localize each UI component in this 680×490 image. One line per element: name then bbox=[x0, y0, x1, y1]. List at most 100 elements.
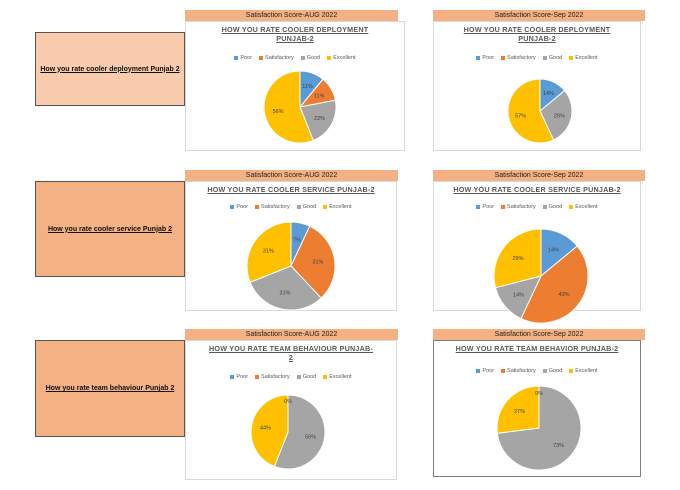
chart-header: Satisfaction Score-Sep 2022 bbox=[433, 329, 645, 340]
pie-chart: 14% 43% 14% 29% bbox=[493, 228, 589, 324]
legend-swatch bbox=[255, 375, 260, 379]
legend-item: Poor bbox=[476, 55, 494, 61]
legend-label: Satisfactory bbox=[507, 368, 536, 374]
chart-header: Satisfaction Score-AUG 2022 bbox=[185, 10, 398, 21]
legend-label: Excellent bbox=[329, 204, 352, 210]
pie-slice-satisfactory bbox=[290, 225, 336, 299]
chart-title: HOW YOU RATE COOLER SERVICE PUNJAB-2 bbox=[186, 185, 396, 194]
pie-data-label: 11% bbox=[314, 94, 325, 100]
chart-legend: Poor Satisfactory Good Excellent bbox=[186, 204, 396, 210]
legend-swatch bbox=[323, 205, 328, 209]
pie-chart: 56% 44% 0% bbox=[250, 394, 326, 470]
legend-swatch bbox=[569, 205, 574, 209]
pie-data-label: 43% bbox=[559, 292, 570, 298]
chart-title: HOW YOU RATE COOLER DEPLOYMENT PUNJAB-2 bbox=[186, 25, 404, 43]
legend-swatch bbox=[476, 56, 481, 60]
side-label-text: How you rate team behaviour Punjab 2 bbox=[45, 385, 175, 392]
pie-data-label: 29% bbox=[554, 113, 565, 119]
chart-legend: Poor Satisfactory Good Excellent bbox=[434, 368, 640, 374]
pie-zero-label: 0% bbox=[535, 391, 543, 397]
legend-item: Satisfactory bbox=[259, 55, 294, 61]
legend-item: Poor bbox=[230, 204, 248, 210]
pie-chart: 14% 29% 57% bbox=[507, 78, 573, 144]
legend-item: Excellent bbox=[323, 374, 352, 380]
pie-data-label: 31% bbox=[280, 291, 291, 297]
legend-label: Satisfactory bbox=[261, 204, 290, 210]
pie-slice-excellent bbox=[507, 78, 555, 144]
pie-slice-good bbox=[299, 99, 337, 142]
pie-data-label: 27% bbox=[514, 409, 525, 415]
pie-slice-good bbox=[273, 394, 326, 470]
legend-label: Excellent bbox=[575, 55, 598, 61]
legend-swatch bbox=[542, 369, 547, 373]
pie-data-label: 22% bbox=[314, 116, 325, 122]
pie-data-label: 56% bbox=[273, 109, 284, 115]
pie-data-label: 31% bbox=[312, 260, 323, 266]
legend-swatch bbox=[476, 369, 481, 373]
legend-item: Satisfactory bbox=[255, 204, 290, 210]
legend-swatch bbox=[542, 56, 547, 60]
legend-item: Poor bbox=[476, 368, 494, 374]
legend-label: Satisfactory bbox=[507, 55, 536, 61]
legend-swatch bbox=[569, 369, 574, 373]
pie-slice-good bbox=[249, 265, 322, 311]
legend-swatch bbox=[296, 375, 301, 379]
legend-label: Poor bbox=[482, 55, 495, 61]
legend-item: Satisfactory bbox=[255, 374, 290, 380]
legend-label: Good bbox=[548, 55, 563, 61]
legend-swatch bbox=[230, 375, 235, 379]
legend-label: Good bbox=[548, 368, 563, 374]
legend-item: Excellent bbox=[327, 55, 356, 61]
chart-header: Satisfaction Score-Sep 2022 bbox=[433, 170, 645, 181]
legend-label: Satisfactory bbox=[261, 374, 290, 380]
legend-swatch bbox=[501, 56, 506, 60]
chart-title: HOW YOU RATE TEAM BEHAVIOR PUNJAB-2 bbox=[434, 344, 640, 353]
chart-legend: Poor Satisfactory Good Excellent bbox=[434, 204, 640, 210]
side-label-service: How you rate cooler service Punjab 2 bbox=[35, 181, 185, 277]
side-label-deployment: How you rate cooler deployment Punjab 2 bbox=[35, 32, 185, 106]
chart-title-line: HOW YOU RATE COOLER DEPLOYMENT bbox=[463, 25, 611, 34]
legend-label: Good bbox=[548, 204, 563, 210]
chart-title-line: HOW YOU RATE COOLER SERVICE PUNJAB-2 bbox=[453, 185, 621, 194]
pie-data-label: 11% bbox=[302, 84, 313, 90]
legend-item: Good bbox=[296, 204, 316, 210]
pie-slice-excellent bbox=[250, 394, 289, 468]
chart-title-line: HOW YOU RATE COOLER SERVICE PUNJAB-2 bbox=[207, 185, 375, 194]
legend-label: Excellent bbox=[575, 204, 598, 210]
legend-swatch bbox=[255, 205, 260, 209]
chart-legend: Poor Satisfactory Good Excellent bbox=[434, 55, 640, 61]
legend-swatch bbox=[569, 56, 574, 60]
legend-swatch bbox=[259, 56, 264, 60]
chart-title: HOW YOU RATE TEAM BEHAVIOUR PUNJAB- 2 bbox=[186, 344, 396, 362]
pie-data-label: 29% bbox=[512, 256, 523, 262]
pie-data-label: 73% bbox=[553, 443, 564, 449]
legend-item: Excellent bbox=[569, 368, 598, 374]
chart-header: Satisfaction Score-AUG 2022 bbox=[185, 170, 398, 181]
legend-item: Excellent bbox=[569, 204, 598, 210]
legend-swatch bbox=[234, 56, 239, 60]
legend-label: Poor bbox=[236, 374, 249, 380]
pie-data-label: 56% bbox=[305, 434, 316, 440]
legend-label: Excellent bbox=[575, 368, 598, 374]
pie-slice-excellent bbox=[496, 385, 540, 434]
legend-swatch bbox=[501, 205, 506, 209]
side-label-text: How you rate cooler deployment Punjab 2 bbox=[40, 65, 180, 73]
legend-label: Poor bbox=[236, 204, 249, 210]
chart-title-line: HOW YOU RATE TEAM BEHAVIOR PUNJAB-2 bbox=[455, 344, 619, 353]
chart-title-line: HOW YOU RATE TEAM BEHAVIOUR PUNJAB- bbox=[209, 344, 373, 353]
chart-legend: Poor Satisfactory Good Excellent bbox=[186, 374, 396, 380]
legend-item: Satisfactory bbox=[501, 55, 536, 61]
pie-chart: 7% 31% 31% 31% bbox=[246, 221, 336, 311]
legend-item: Good bbox=[296, 374, 316, 380]
chart-title: HOW YOU RATE COOLER DEPLOYMENT PUNJAB-2 bbox=[434, 25, 640, 43]
legend-item: Good bbox=[542, 368, 563, 374]
chart-title-line: 2 bbox=[288, 353, 294, 362]
legend-swatch bbox=[542, 205, 547, 209]
pie-slice-excellent bbox=[493, 228, 542, 289]
legend-item: Poor bbox=[476, 204, 494, 210]
legend-swatch bbox=[327, 56, 332, 60]
legend-label: Satisfactory bbox=[265, 55, 294, 61]
pie-slice-excellent bbox=[263, 70, 314, 144]
legend-label: Satisfactory bbox=[507, 204, 536, 210]
legend-label: Good bbox=[306, 55, 321, 61]
